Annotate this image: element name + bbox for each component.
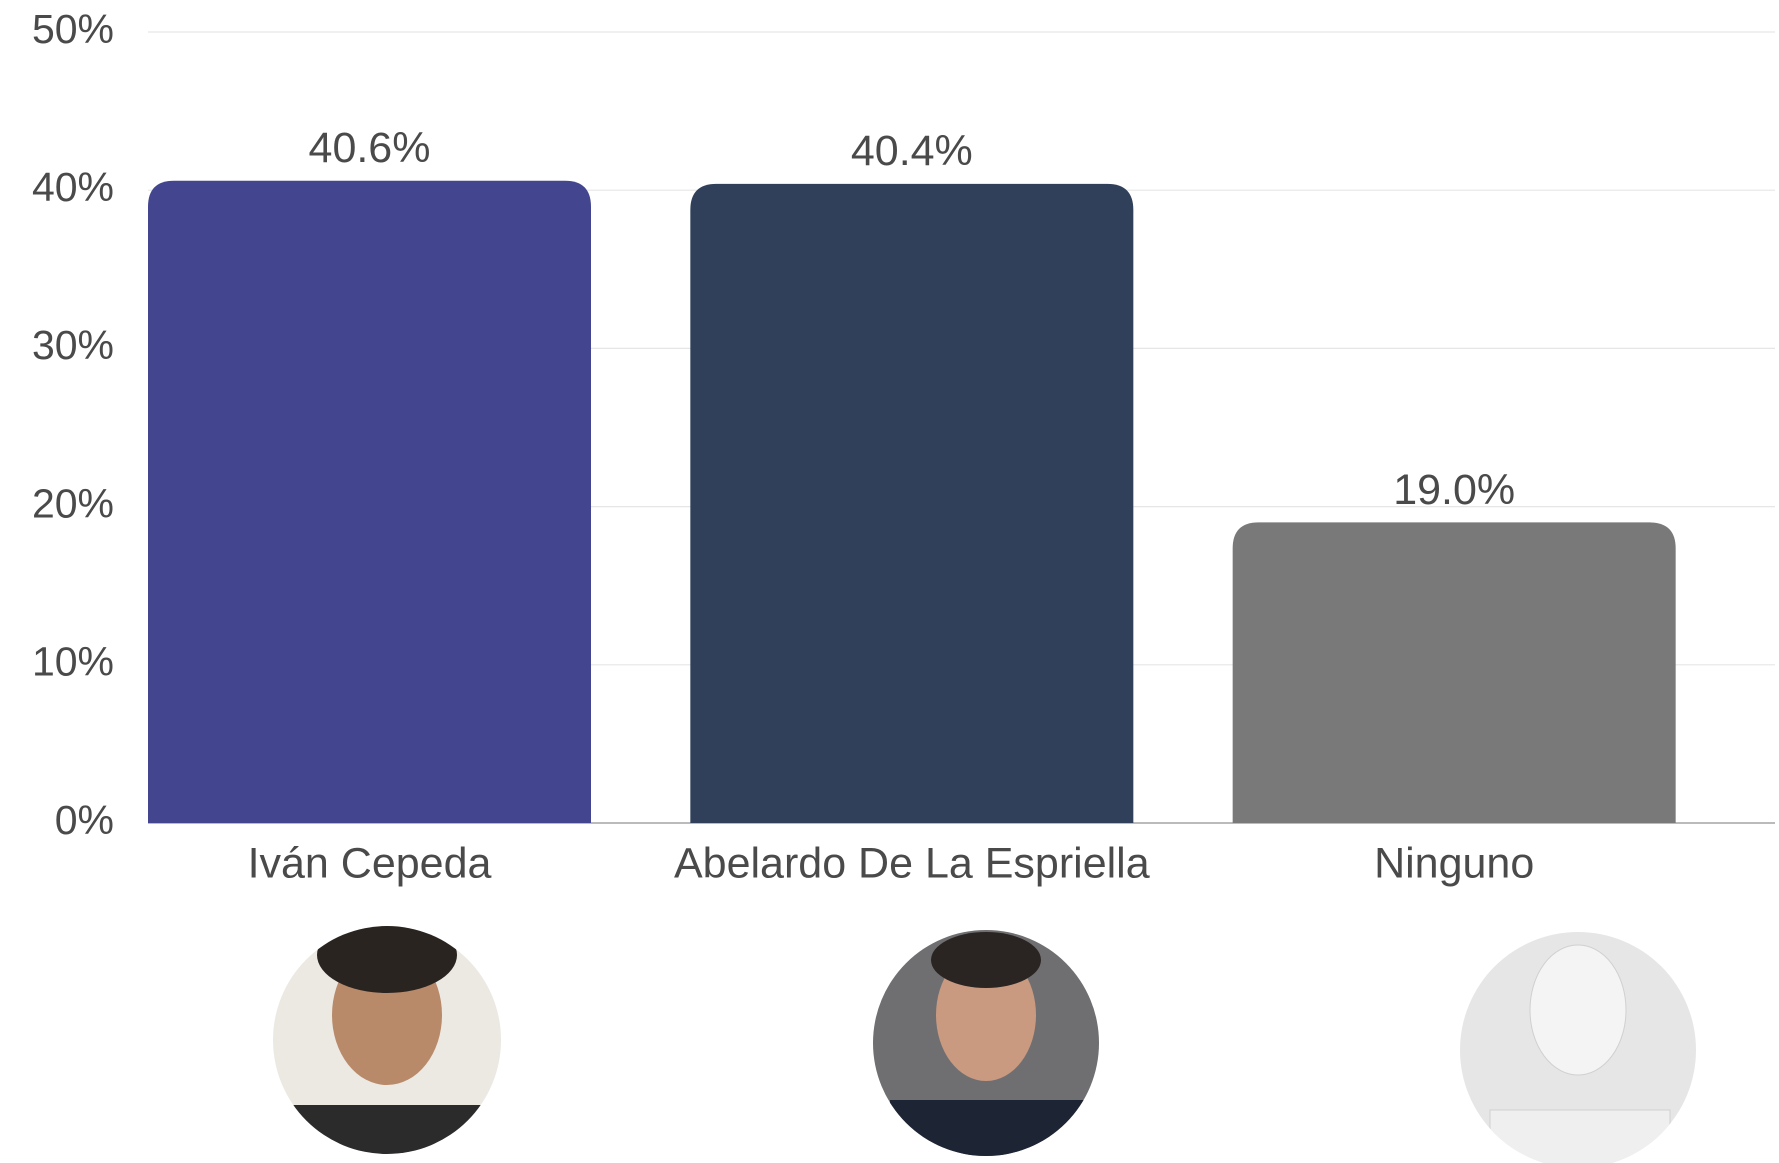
x-tick-label: Ninguno <box>1374 839 1534 887</box>
value-label: 19.0% <box>1393 466 1515 514</box>
portrait-2 <box>873 930 1099 1156</box>
y-tick-label: 30% <box>32 322 114 368</box>
value-label: 40.4% <box>851 127 973 175</box>
portrait-3 <box>1460 932 1696 1163</box>
y-tick-label: 50% <box>32 6 114 52</box>
y-tick-label: 40% <box>32 164 114 210</box>
y-tick-label: 0% <box>55 797 114 843</box>
bar <box>148 180 591 823</box>
portrait-1 <box>273 926 501 1154</box>
y-tick-label: 20% <box>32 480 114 526</box>
bar <box>1232 522 1676 823</box>
bar <box>690 183 1134 823</box>
x-tick-label: Iván Cepeda <box>248 839 492 887</box>
x-tick-label: Abelardo De La Espriella <box>674 839 1150 887</box>
value-label: 40.6% <box>309 124 431 172</box>
y-tick-label: 10% <box>32 639 114 685</box>
